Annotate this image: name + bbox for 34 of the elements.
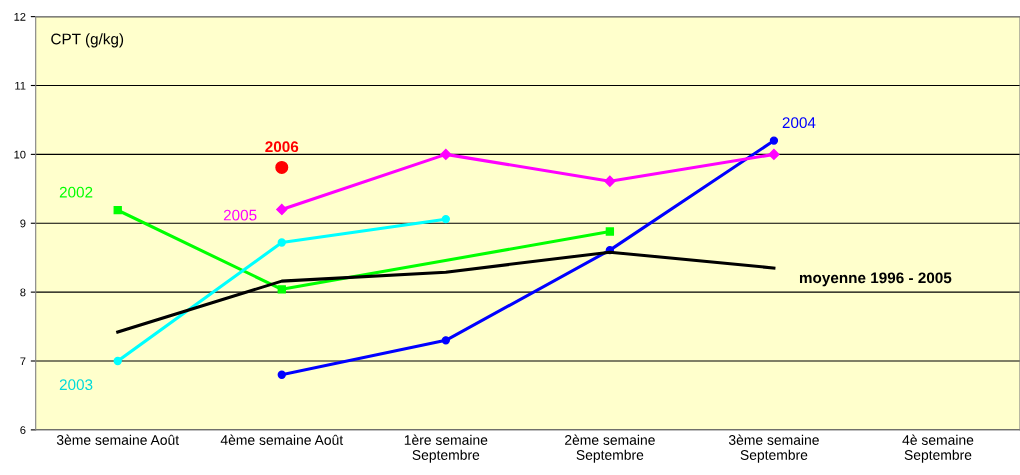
x-tick-label: 4è semaine Septembre: [902, 434, 974, 463]
y-tick-label: 12: [14, 12, 26, 21]
point: [277, 238, 286, 247]
point: [275, 160, 289, 174]
y-tick-label: 11: [15, 81, 26, 90]
point: [769, 136, 779, 145]
point: [441, 214, 450, 224]
point: [604, 175, 616, 187]
point: [277, 370, 286, 379]
point: [440, 148, 452, 160]
point: [113, 205, 122, 215]
series-label: 2002: [59, 186, 93, 198]
series-label: 2004: [782, 117, 816, 129]
x-tick-label: 3ème semaine Août: [56, 434, 180, 445]
point: [276, 203, 288, 216]
series-label: 2005: [223, 209, 257, 221]
point: [277, 285, 286, 294]
series-label: moyenne 1996 - 2005: [799, 272, 952, 287]
y-axis-title: CPT (g/kg): [51, 33, 124, 48]
y-tick-label: 8: [20, 288, 26, 297]
y-tick-label: 6: [20, 426, 26, 435]
y-tick-label: 10: [14, 150, 26, 159]
x-tick-label: 3ème semaine Septembre: [728, 434, 819, 463]
point: [441, 336, 450, 345]
point: [768, 148, 780, 160]
point: [605, 227, 615, 236]
x-tick-label: 2ème semaine Septembre: [565, 434, 655, 463]
series-label: 2006: [265, 141, 299, 153]
x-tick-label: 4ème semaine Août: [220, 434, 344, 445]
series-label: 2003: [59, 379, 93, 391]
point: [113, 356, 122, 366]
y-tick-label: 7: [20, 357, 26, 366]
x-tick-label: 1ère semaine Septembre: [404, 434, 488, 463]
y-tick-label: 9: [20, 219, 26, 228]
